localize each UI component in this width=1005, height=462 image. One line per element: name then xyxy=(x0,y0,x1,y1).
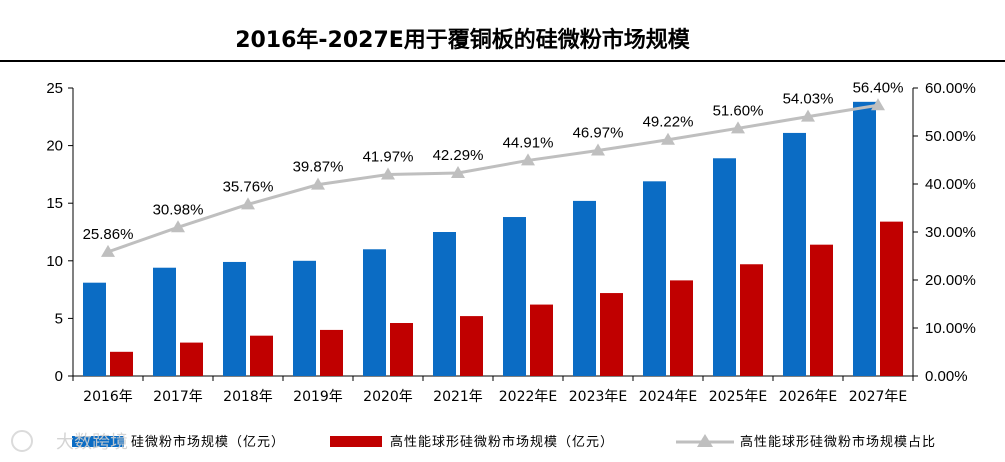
share-data-label: 39.87% xyxy=(293,159,344,176)
bar-spherical xyxy=(600,293,623,376)
x-tick-label: 2024年E xyxy=(639,389,697,405)
bar-spherical xyxy=(740,264,763,376)
share-point xyxy=(241,197,255,210)
bar-spherical xyxy=(880,221,903,376)
y-left-tick-label: 15 xyxy=(46,195,63,212)
y-right-tick-label: 30.00% xyxy=(925,224,976,241)
bar-total xyxy=(433,232,456,376)
bar-spherical xyxy=(390,323,413,376)
y-left-tick-label: 0 xyxy=(55,368,63,385)
share-point xyxy=(101,244,115,257)
bar-total xyxy=(713,158,736,376)
y-right-tick-label: 0.00% xyxy=(925,368,968,385)
x-tick-label: 2016年 xyxy=(83,389,133,405)
y-left-tick-label: 10 xyxy=(46,253,63,270)
bar-total xyxy=(223,261,246,376)
legend-label-spherical: 高性能球形硅微粉市场规模（亿元） xyxy=(390,434,614,450)
share-line: 25.86% 30.98% 35.76% 39.87% 41.97% 42.29% 44.9… xyxy=(83,79,904,257)
y-right-tick-label: 60.00% xyxy=(925,80,976,97)
bar-total xyxy=(83,282,106,376)
share-line-path xyxy=(107,103,879,254)
x-tick-label: 2026年E xyxy=(779,389,837,405)
bar-total xyxy=(573,200,596,376)
x-tick-label: 2023年E xyxy=(569,389,627,405)
share-point xyxy=(591,143,605,156)
y-left-tick-label: 20 xyxy=(46,138,63,155)
share-data-label: 51.60% xyxy=(713,102,764,119)
x-tick-label: 2025年E xyxy=(709,389,767,405)
share-data-label: 46.97% xyxy=(573,125,624,142)
legend-swatch-spherical xyxy=(330,436,382,447)
y-right-tick-label: 50.00% xyxy=(925,128,976,145)
legend-label-total: 硅微粉市场规模（亿元） xyxy=(131,434,285,450)
share-data-label: 49.22% xyxy=(643,114,694,131)
bar-spherical xyxy=(670,280,693,376)
legend: 硅微粉市场规模（亿元） 高性能球形硅微粉市场规模（亿元） 高性能球形硅微粉市场规… xyxy=(72,434,936,450)
y-left-tick-label: 5 xyxy=(55,310,63,327)
watermark-logo-icon xyxy=(11,430,33,452)
bar-spherical xyxy=(180,342,203,376)
share-data-label: 54.03% xyxy=(783,91,834,108)
share-point xyxy=(381,167,395,180)
bar-spherical xyxy=(320,329,343,376)
bar-total xyxy=(503,217,526,376)
y-right-tick-label: 40.00% xyxy=(925,176,976,193)
legend-swatch-total xyxy=(72,436,124,447)
share-point xyxy=(521,153,535,166)
bar-total xyxy=(783,132,806,376)
x-tick-label: 2019年 xyxy=(293,389,343,405)
share-point xyxy=(801,109,815,122)
share-data-label: 41.97% xyxy=(363,149,414,166)
legend-marker-share xyxy=(697,434,713,447)
x-tick-label: 2021年 xyxy=(433,389,483,405)
bar-spherical xyxy=(530,304,553,376)
bar-spherical xyxy=(460,316,483,376)
x-tick-label: 2020年 xyxy=(363,389,413,405)
axes: 0 5 10 15 20 25 0.00% 10.00% 20.00% 30.00% 40.00% 5… xyxy=(46,80,976,405)
title-underline xyxy=(0,60,1005,62)
share-point xyxy=(661,132,675,145)
bar-total xyxy=(293,260,316,376)
legend-label-share: 高性能球形硅微粉市场规模占比 xyxy=(740,434,936,450)
watermark-text: 大数跨境 xyxy=(56,432,128,453)
chart-title: 2016年-2027E用于覆铜板的硅微粉市场规模 xyxy=(235,28,690,53)
share-point xyxy=(871,98,885,111)
share-point xyxy=(451,166,465,179)
bar-total xyxy=(853,101,876,376)
share-data-label: 25.86% xyxy=(83,226,134,243)
bar-spherical xyxy=(110,351,133,376)
bar-total xyxy=(643,181,666,376)
share-data-label: 35.76% xyxy=(223,178,274,195)
share-point xyxy=(731,121,745,134)
bar-total xyxy=(363,249,386,376)
bars xyxy=(83,101,903,376)
bar-spherical xyxy=(250,335,273,376)
bar-spherical xyxy=(810,244,833,376)
share-data-label: 56.40% xyxy=(853,79,904,96)
y-right-tick-label: 20.00% xyxy=(925,272,976,289)
watermark: 大数跨境 xyxy=(11,430,128,453)
share-point xyxy=(171,220,185,233)
x-tick-label: 2017年 xyxy=(153,389,203,405)
share-data-label: 30.98% xyxy=(153,201,204,218)
share-data-label: 42.29% xyxy=(433,147,484,164)
x-tick-label: 2027年E xyxy=(849,389,907,405)
bar-total xyxy=(153,267,176,376)
x-tick-label: 2018年 xyxy=(223,389,273,405)
share-data-label: 44.91% xyxy=(503,134,554,151)
share-point xyxy=(311,177,325,190)
y-right-tick-label: 10.00% xyxy=(925,320,976,337)
y-left-tick-label: 25 xyxy=(46,80,63,97)
x-tick-label: 2022年E xyxy=(499,389,557,405)
